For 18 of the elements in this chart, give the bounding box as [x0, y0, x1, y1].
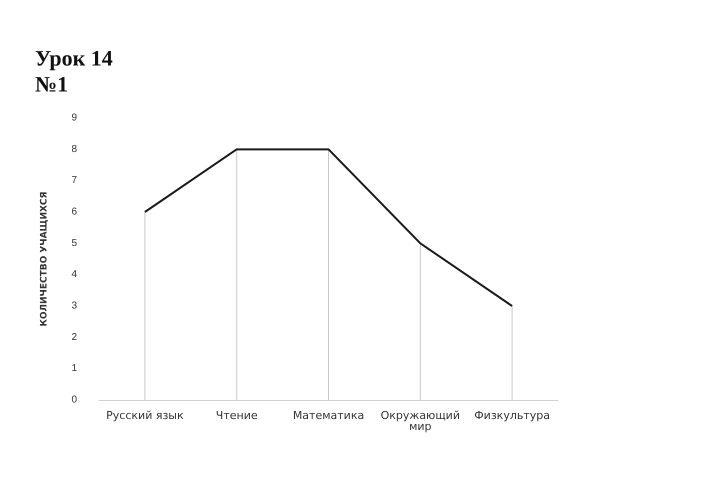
y-tick-label: 9	[71, 112, 78, 124]
y-tick-label: 4	[71, 269, 78, 280]
x-tick-label: Физкультура	[474, 409, 550, 422]
x-tick-label: Математика	[292, 409, 364, 422]
y-tick-label: 5	[71, 238, 78, 249]
line-series	[144, 148, 514, 307]
x-tick-label: Русский язык	[106, 409, 184, 422]
y-tick-label: 2	[71, 332, 78, 343]
x-tick-label: Окружающий мир	[380, 409, 460, 433]
y-tick-label: 0	[71, 394, 78, 406]
x-tick-label: Чтение	[216, 409, 258, 422]
y-tick-label: 3	[71, 300, 78, 312]
y-tick-label: 1	[71, 363, 78, 374]
y-tick-label: 7	[71, 175, 78, 186]
y-axis-title: КОЛИЧЕСТВО УЧАЩИХСЯ	[40, 191, 50, 326]
chart-title: Урок 14 №1	[35, 46, 113, 96]
y-tick-label: 8	[71, 144, 78, 155]
y-tick-label: 6	[71, 206, 78, 218]
